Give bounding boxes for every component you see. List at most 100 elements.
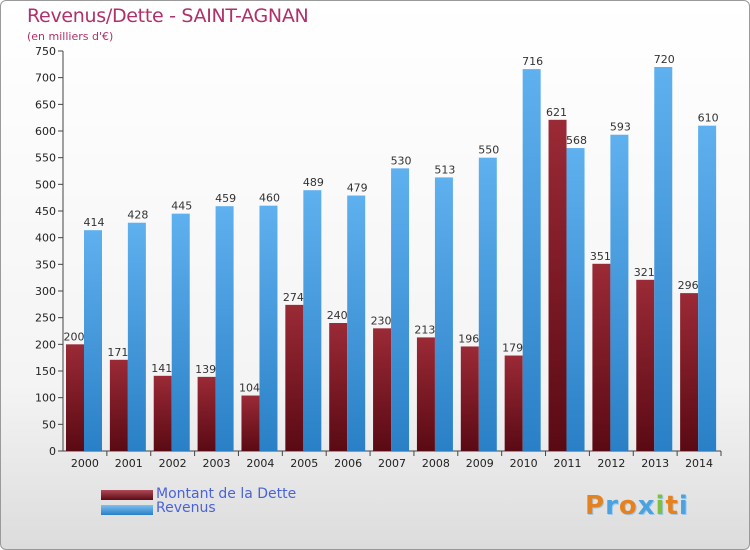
data-label-dette: 274 [283,291,304,304]
data-label-revenus: 445 [171,200,192,213]
data-label-dette: 621 [546,106,567,119]
x-tick-label: 2006 [334,457,362,470]
data-label-revenus: 428 [127,209,148,222]
data-label-revenus: 550 [478,144,499,157]
data-label-dette: 139 [195,363,216,376]
data-label-revenus: 568 [566,134,587,147]
x-tick-label: 2011 [553,457,581,470]
x-tick-label: 2010 [510,457,538,470]
bar-revenus [610,134,629,451]
legend-swatch-dette [101,490,153,500]
y-tick-label: 300 [35,285,56,298]
data-label-dette: 141 [151,362,172,375]
x-tick-label: 2003 [203,457,231,470]
legend-label-revenus: Revenus [156,500,216,516]
bar-revenus [347,195,366,451]
data-label-revenus: 414 [84,216,105,229]
data-label-dette: 230 [371,314,392,327]
bar-revenus [478,157,497,451]
bar-revenus [522,69,541,451]
y-tick-label: 150 [35,365,56,378]
y-tick-label: 650 [35,98,56,111]
x-tick-label: 2009 [466,457,494,470]
bar-dette [680,293,699,451]
data-label-revenus: 459 [215,192,236,205]
y-tick-label: 700 [35,72,56,85]
y-tick-label: 500 [35,178,56,191]
data-label-revenus: 593 [610,121,631,134]
data-label-dette: 179 [502,342,523,355]
x-tick-label: 2001 [115,457,143,470]
data-label-dette: 240 [327,309,348,322]
bar-dette [109,359,128,451]
y-tick-label: 400 [35,232,56,245]
y-tick-label: 550 [35,152,56,165]
bar-revenus [566,148,585,452]
bar-revenus [391,168,410,452]
data-label-dette: 171 [107,346,128,359]
bar-dette [504,355,523,451]
data-label-revenus: 610 [698,112,719,125]
bar-dette [636,279,655,451]
bar-revenus [654,67,673,451]
bar-dette [241,395,260,451]
bar-revenus [215,206,234,451]
bar-dette [197,376,216,451]
bar-revenus [303,190,322,451]
y-tick-label: 50 [42,418,56,431]
bar-revenus [434,177,453,451]
data-label-revenus: 530 [391,154,412,167]
data-label-revenus: 513 [434,163,455,176]
y-tick-label: 600 [35,125,56,138]
y-tick-label: 200 [35,338,56,351]
bar-dette [416,337,435,451]
legend-label-dette: Montant de la Dette [156,486,297,502]
x-tick-label: 2002 [159,457,187,470]
bar-dette [66,344,84,451]
x-tick-label: 2000 [71,457,99,470]
data-label-dette: 104 [239,382,260,395]
data-label-dette: 213 [414,323,435,336]
legend-swatch-revenus [101,505,153,515]
data-label-dette: 196 [458,332,479,345]
x-tick-label: 2007 [378,457,406,470]
bar-dette [373,328,392,451]
data-label-revenus: 460 [259,192,280,205]
x-tick-label: 2014 [685,457,713,470]
y-tick-label: 450 [35,205,56,218]
bar-revenus [698,125,717,452]
data-label-revenus: 716 [522,55,543,68]
y-tick-label: 250 [35,312,56,325]
x-tick-label: 2005 [290,457,318,470]
bar-dette [548,119,567,452]
data-label-dette: 296 [678,279,699,292]
bar-dette [592,263,611,451]
y-tick-label: 350 [35,258,56,271]
data-label-revenus: 720 [654,53,675,66]
bar-revenus [171,213,190,451]
data-label-revenus: 479 [347,182,368,195]
data-label-revenus: 489 [303,176,324,189]
data-label-dette: 351 [590,250,611,263]
y-tick-label: 0 [49,445,56,458]
bar-revenus [84,230,102,451]
chart-title: Revenus/Dette - SAINT-AGNAN [27,5,309,27]
x-tick-label: 2008 [422,457,450,470]
y-tick-label: 750 [35,45,56,58]
bar-dette [153,375,172,451]
y-tick-label: 100 [35,392,56,405]
x-tick-label: 2004 [246,457,274,470]
data-label-dette: 200 [64,330,85,343]
x-tick-label: 2012 [597,457,625,470]
bar-revenus [127,222,146,451]
bar-dette [285,304,304,451]
chart-subtitle: (en milliers d'€) [27,30,114,43]
bar-revenus [259,205,278,451]
bar-dette [460,346,479,451]
data-label-dette: 321 [634,266,655,279]
bar-dette [329,323,348,451]
proxiti-logo: Proxiti [585,491,689,521]
x-tick-label: 2013 [641,457,669,470]
